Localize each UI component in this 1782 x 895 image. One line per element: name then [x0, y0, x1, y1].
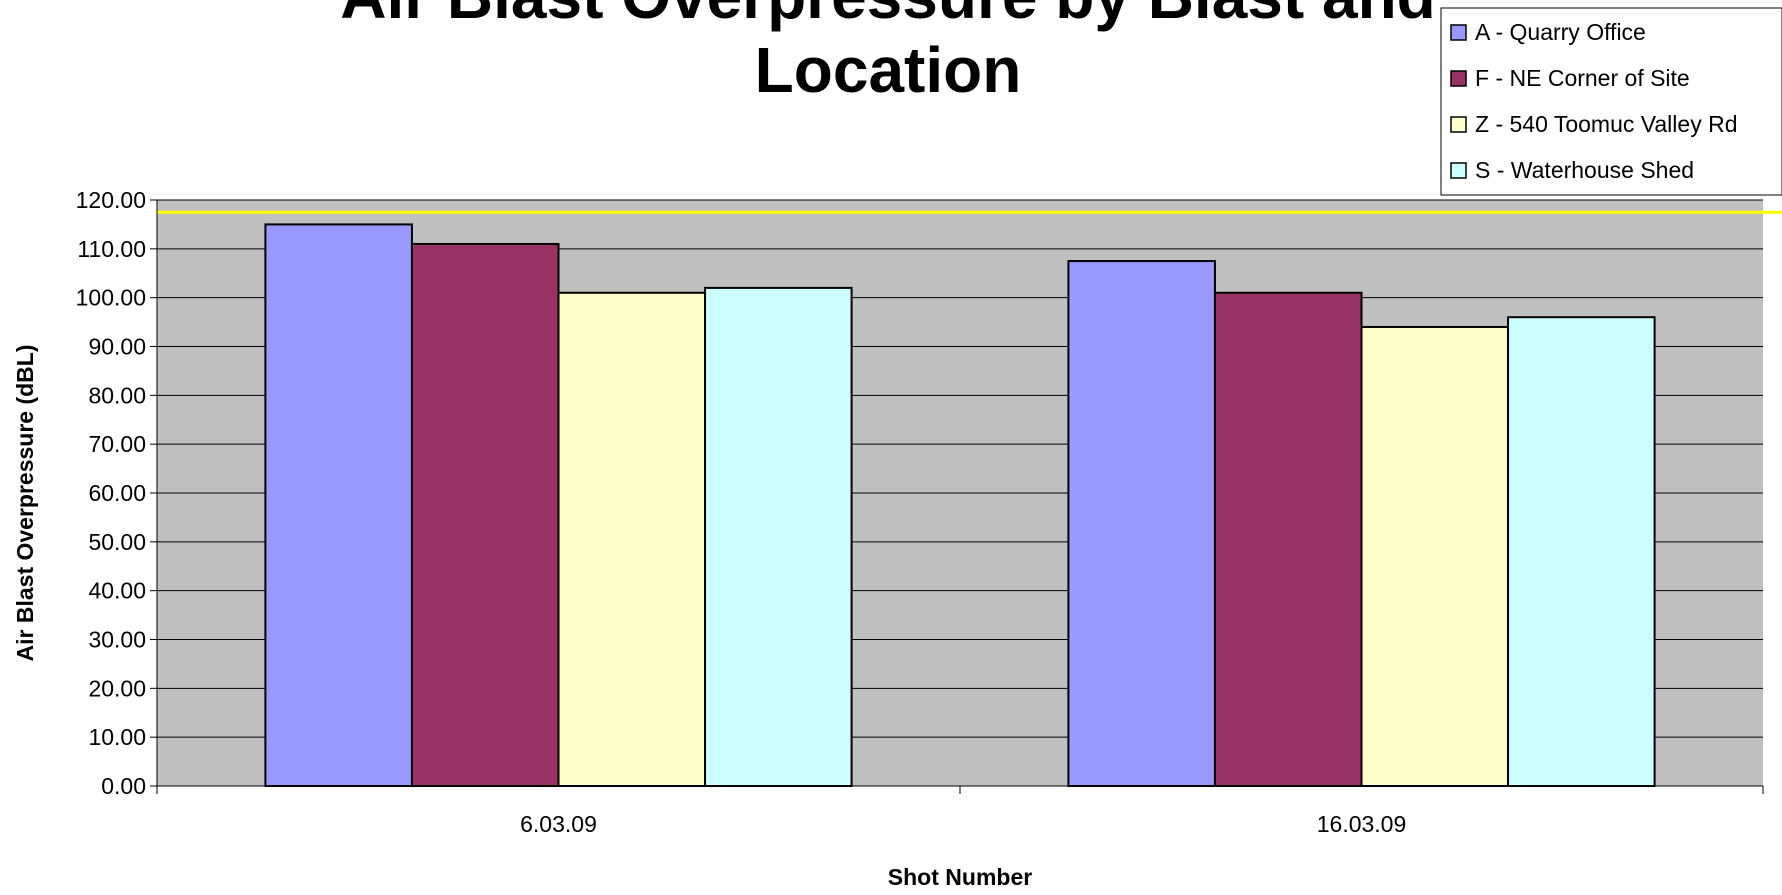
y-tick-label: 80.00 [88, 382, 146, 408]
chart-title-line-1: Air Blast Overpressure by Blast and [340, 0, 1436, 32]
bar-4-1[interactable] [704, 286, 853, 787]
y-tick-label: 10.00 [88, 724, 146, 750]
y-tick-label: 70.00 [88, 431, 146, 457]
x-tick-label: 16.03.09 [1317, 811, 1407, 837]
bar-4-2[interactable] [1507, 316, 1656, 787]
y-tick-label: 20.00 [88, 675, 146, 701]
legend-label: F - NE Corner of Site [1475, 65, 1690, 91]
bar-1-2[interactable] [1067, 260, 1216, 787]
bar-2-2[interactable] [1213, 291, 1363, 787]
legend-swatch [1450, 162, 1467, 179]
y-tick-label: 90.00 [88, 334, 146, 360]
y-tick-label: 0.00 [101, 773, 146, 799]
legend-label: S - Waterhouse Shed [1475, 157, 1694, 183]
y-tick-label: 40.00 [88, 578, 146, 604]
bar-3-2[interactable] [1360, 325, 1510, 787]
bar-3-1[interactable] [557, 291, 707, 787]
chart-title-line-2: Location [755, 34, 1022, 106]
legend-swatch [1450, 70, 1467, 87]
legend-swatch [1450, 116, 1467, 133]
y-tick-label: 110.00 [77, 236, 146, 262]
x-tick-label: 6.03.09 [520, 811, 597, 837]
y-tick-label: 60.00 [88, 480, 146, 506]
y-tick-label: 100.00 [76, 285, 146, 311]
legend-label: A - Quarry Office [1475, 19, 1646, 45]
bar-1-1[interactable] [264, 223, 413, 787]
legend-box [1440, 7, 1782, 196]
y-axis-label: Air Blast Overpressure (dBL) [12, 345, 38, 662]
legend-swatch [1450, 24, 1467, 41]
y-tick-label: 30.00 [88, 627, 146, 653]
x-axis-label: Shot Number [888, 864, 1032, 890]
y-tick-label: 120.00 [76, 187, 146, 213]
legend-label: Z - 540 Toomuc Valley Rd [1475, 111, 1738, 137]
y-tick-label: 50.00 [88, 529, 146, 555]
bar-2-1[interactable] [410, 242, 560, 787]
